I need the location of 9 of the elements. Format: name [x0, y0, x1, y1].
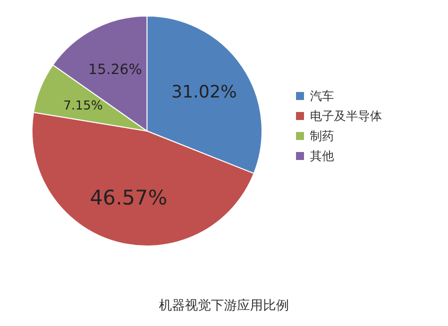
- data-label: 46.57%: [90, 185, 168, 210]
- text: 机器视觉下游应用比例: [159, 298, 289, 314]
- data-label: 31.02%: [171, 82, 237, 102]
- legend-label: 其他: [310, 149, 334, 163]
- data-label: 15.26%: [88, 62, 142, 78]
- legend-label: 制药: [310, 129, 334, 143]
- data-label: 7.15%: [63, 97, 104, 112]
- legend-label: 电子及半导体: [310, 109, 382, 123]
- legend-label: 汽车: [310, 89, 334, 103]
